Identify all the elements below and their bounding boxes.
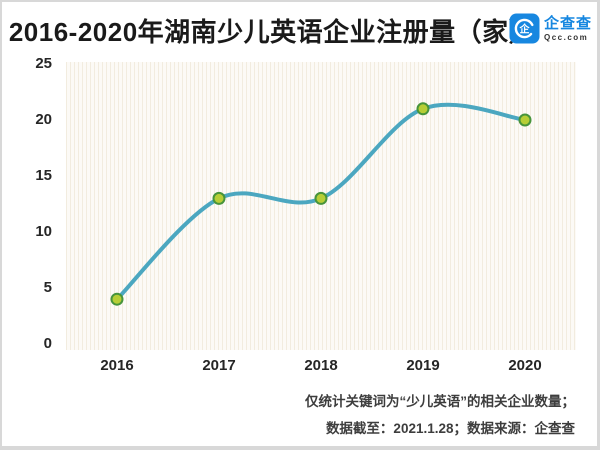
qcc-logo-icon: 企: [509, 13, 540, 44]
x-tick-label-2019: 2019: [406, 357, 440, 374]
y-tick-label: 15: [35, 167, 52, 184]
qcc-logo-text: 企查查 Qcc.com: [544, 16, 592, 42]
x-tick-label-2016: 2016: [100, 357, 134, 374]
qcc-logo-domain: Qcc.com: [543, 32, 589, 42]
footer-note-line2: 数据截至：2021.1.28；数据来源：企查查: [325, 421, 575, 436]
qcc-logo: 企 企查查 Qcc.com: [509, 13, 592, 44]
svg-text:企: 企: [518, 23, 530, 36]
qcc-logo-name: 企查查: [543, 14, 592, 32]
data-point-2020: [518, 113, 532, 127]
y-tick-label: 20: [35, 111, 52, 128]
y-tick-label: 5: [43, 279, 52, 296]
x-tick-label-2020: 2020: [508, 357, 542, 374]
data-point-2019: [416, 102, 430, 116]
x-tick-label-2017: 2017: [202, 357, 236, 374]
line-chart: [110, 102, 532, 306]
y-tick-label: 25: [35, 55, 52, 72]
data-point-2016: [110, 292, 124, 306]
y-tick-label: 0: [43, 335, 52, 352]
chart-title: 2016-2020年湖南少儿英语企业注册量（家）: [8, 17, 536, 47]
footer-note: 仅统计关键词为“少儿英语”的相关企业数量； 数据截至：2021.1.28；数据来…: [305, 388, 575, 442]
footer-note-line1: 仅统计关键词为“少儿英语”的相关企业数量；: [305, 394, 575, 409]
data-point-2017: [212, 191, 226, 205]
data-point-2018: [314, 191, 328, 205]
x-tick-label-2018: 2018: [304, 357, 338, 374]
y-tick-label: 10: [35, 223, 52, 240]
